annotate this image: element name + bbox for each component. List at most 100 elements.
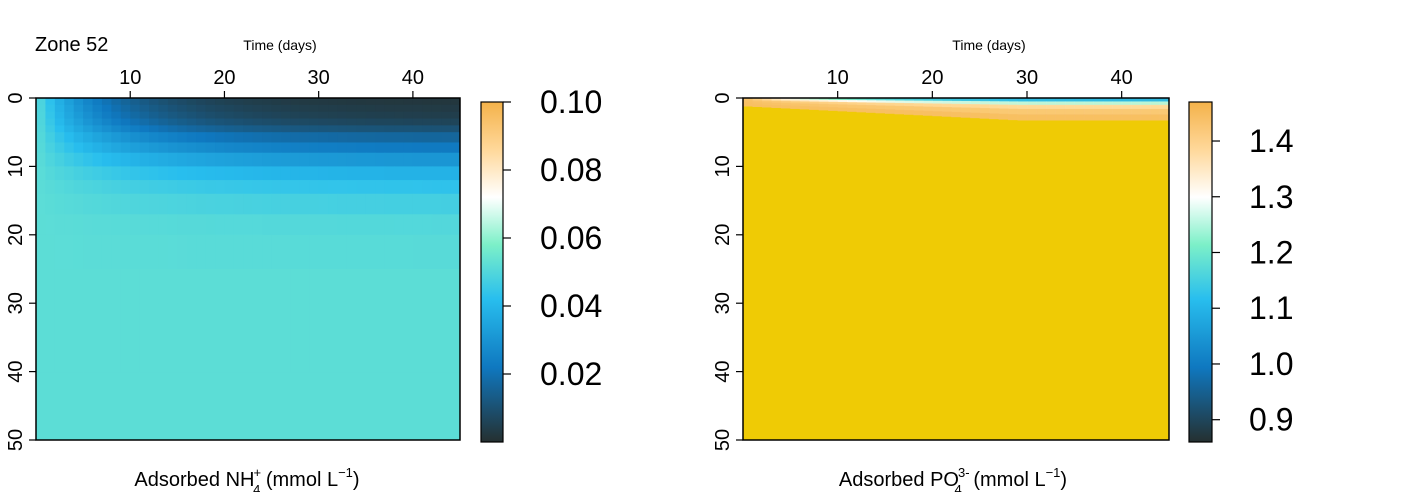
chart1-cell xyxy=(431,98,442,106)
chart1-cell xyxy=(167,180,178,195)
chart1-cell xyxy=(318,180,329,195)
chart1-cell xyxy=(83,166,94,181)
chart2-cell xyxy=(903,110,914,115)
x-tick-label: 10 xyxy=(119,67,141,89)
chart1-cell xyxy=(149,193,160,215)
chart1-cell xyxy=(450,269,460,304)
chart1-cell xyxy=(280,132,291,144)
chart1-cell xyxy=(177,214,188,236)
chart2-cell xyxy=(1121,114,1132,121)
chart1-cell xyxy=(299,234,310,270)
chart2-cell xyxy=(875,100,886,104)
chart2-cell xyxy=(799,106,810,110)
chart1-cell xyxy=(130,166,141,181)
chart1-cell xyxy=(356,180,367,195)
chart1-cell xyxy=(139,166,150,181)
chart1-cell xyxy=(224,98,235,106)
chart2-cell xyxy=(1083,114,1094,121)
chart2-cell xyxy=(1036,104,1047,110)
chart1-cell xyxy=(384,152,395,167)
chart1-cell xyxy=(356,132,367,144)
chart2-cell xyxy=(818,106,829,111)
chart2-cell xyxy=(1102,101,1113,106)
chart2-cell xyxy=(1027,114,1038,121)
chart1-cell xyxy=(54,104,65,113)
chart2-cell xyxy=(951,100,962,105)
chart2-cell xyxy=(913,106,924,112)
chart1-cell xyxy=(356,303,367,373)
chart2-cell xyxy=(1102,98,1113,103)
chart1-cell xyxy=(318,193,329,215)
chart1-cell xyxy=(83,98,94,106)
y-tick-label: 0 xyxy=(5,92,27,103)
chart1-cell xyxy=(83,193,94,215)
chart1-cell xyxy=(205,214,216,236)
chart1-cell xyxy=(441,166,452,181)
chart1-cell xyxy=(384,142,395,154)
chart1-cell xyxy=(243,193,254,215)
chart1-cell xyxy=(64,111,75,120)
chart1-cell xyxy=(280,234,291,270)
chart1-cell xyxy=(120,125,131,133)
chart1-cell xyxy=(64,303,75,373)
chart1-cell xyxy=(299,166,310,181)
chart1-cell xyxy=(375,234,386,270)
chart2-cell xyxy=(1055,101,1066,106)
chart1-cell xyxy=(233,142,244,154)
chart-adsorbed-po4: Time (days) 10 20 30 40 0 10 20 30 40 50 Adsorbe… xyxy=(712,37,1293,492)
chart2-cell xyxy=(780,102,791,106)
chart1-cell xyxy=(252,98,263,106)
chart1-cell xyxy=(215,269,226,304)
chart1-cell xyxy=(233,166,244,181)
chart1-cell xyxy=(139,269,150,304)
chart1-cell xyxy=(365,180,376,195)
chart1-cell xyxy=(271,214,282,236)
chart1-cell xyxy=(196,166,207,181)
chart1-cell xyxy=(120,193,131,215)
chart1-cell xyxy=(177,193,188,215)
chart1-cell xyxy=(215,303,226,373)
zone-label: Zone 52 xyxy=(35,34,108,56)
chart1-cell xyxy=(365,132,376,144)
chart1-cell xyxy=(365,125,376,133)
chart1-cell xyxy=(356,142,367,154)
chart1-cell xyxy=(139,132,150,144)
chart1-cell xyxy=(337,180,348,195)
chart2-cell xyxy=(856,100,867,103)
chart1-cell xyxy=(441,118,452,126)
chart1-cell xyxy=(205,303,216,373)
chart1-cell xyxy=(431,214,442,236)
chart1-cell xyxy=(280,98,291,106)
chart2-cell xyxy=(866,98,877,101)
chart2-cell xyxy=(809,103,820,108)
chart2-cell xyxy=(1112,108,1123,116)
chart1-cell xyxy=(318,142,329,154)
chart2-cell xyxy=(922,98,933,102)
chart1-cell xyxy=(243,98,254,106)
chart1-cell xyxy=(271,180,282,195)
chart1-cell xyxy=(346,152,357,167)
chart1-cell xyxy=(375,118,386,126)
chart1-x-ticks: 10 20 30 40 xyxy=(119,67,424,98)
chart1-cell xyxy=(262,152,273,167)
chart1-cell xyxy=(318,118,329,126)
chart2-cell xyxy=(998,108,1009,115)
chart1-cell xyxy=(318,104,329,113)
chart1-cell xyxy=(36,104,47,113)
chart1-cell xyxy=(64,142,75,154)
chart2-cell xyxy=(743,103,754,107)
chart1-cell xyxy=(186,193,197,215)
chart1-cell xyxy=(356,234,367,270)
chart2-cell xyxy=(1112,98,1123,103)
chart1-cell xyxy=(73,142,84,154)
colorbar-tick-label: 1.3 xyxy=(1249,179,1293,215)
chart1-cell xyxy=(450,193,460,215)
chart1-cell xyxy=(186,234,197,270)
chart1-cell xyxy=(205,111,216,120)
chart1-cell xyxy=(337,142,348,154)
chart1-cell xyxy=(83,152,94,167)
chart1-cell xyxy=(271,269,282,304)
chart1-cell xyxy=(205,152,216,167)
chart1-cell xyxy=(45,303,56,373)
chart1-cell xyxy=(167,118,178,126)
